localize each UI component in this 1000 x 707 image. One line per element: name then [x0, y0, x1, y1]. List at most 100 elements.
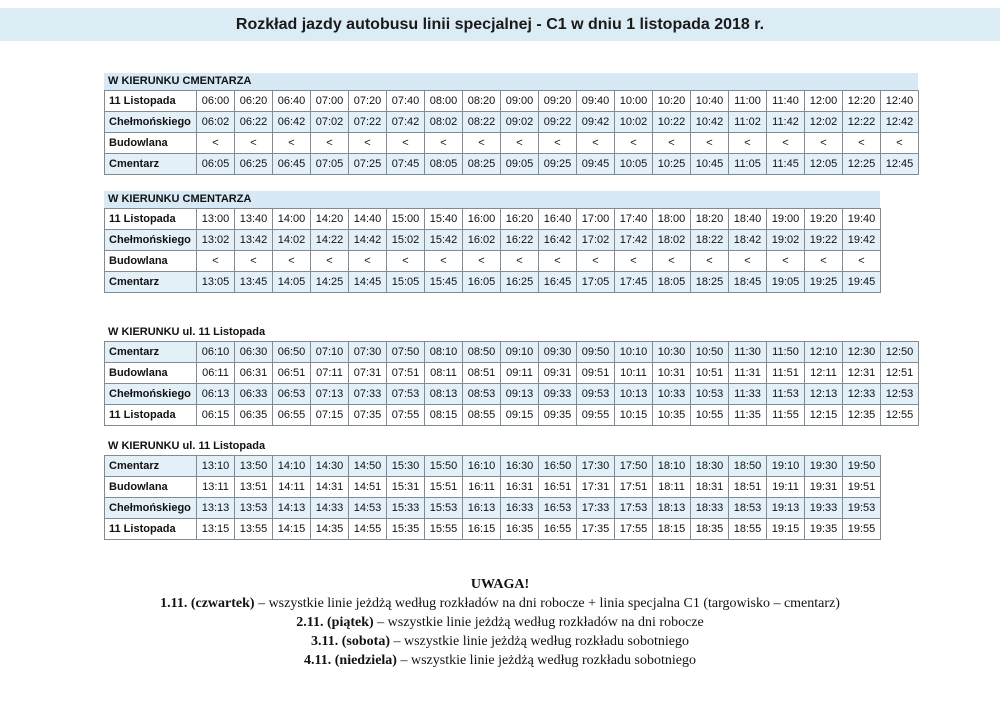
departure-time: 14:30 [310, 455, 349, 477]
departure-time: 07:02 [310, 111, 349, 133]
departure-time: 08:13 [424, 383, 463, 405]
departure-time: 16:50 [538, 455, 577, 477]
departure-time: 10:22 [652, 111, 691, 133]
departure-time: 07:31 [348, 362, 387, 384]
departure-time: 10:51 [690, 362, 729, 384]
table-row: Chełmońskiego 13:13 13:53 14:13 14:33 14:53 15… [104, 497, 881, 519]
departure-time: 08:02 [424, 111, 463, 133]
table-row: Chełmońskiego 06:02 06:22 06:42 07:02 07:22 07… [104, 111, 919, 133]
departure-time: < [614, 132, 653, 154]
departure-time: < [576, 132, 615, 154]
departure-time: 06:35 [234, 404, 273, 426]
departure-time: 19:50 [842, 455, 881, 477]
departure-time: 15:50 [424, 455, 463, 477]
departure-time: 09:30 [538, 341, 577, 363]
departure-time: 08:51 [462, 362, 501, 384]
departure-time: 06:02 [196, 111, 235, 133]
departure-time: 07:11 [310, 362, 349, 384]
departure-time: 19:22 [804, 229, 843, 251]
departure-time: 16:40 [538, 208, 577, 230]
departure-time: 10:25 [652, 153, 691, 175]
departure-time: < [386, 132, 425, 154]
departure-time: < [652, 132, 691, 154]
timetable-1: W KIERUNKU CMENTARZA 11 Listopada 06:00 06:… [104, 73, 919, 175]
departure-time: 10:45 [690, 153, 729, 175]
departure-time: 08:53 [462, 383, 501, 405]
departure-time: < [880, 132, 919, 154]
departure-time: < [196, 132, 235, 154]
departure-time: 07:22 [348, 111, 387, 133]
table-row: Cmentarz 13:10 13:50 14:10 14:30 14:50 15:30 15… [104, 455, 881, 477]
departure-time: 13:51 [234, 476, 273, 498]
departure-time: 17:30 [576, 455, 615, 477]
departure-time: 15:31 [386, 476, 425, 498]
departure-time: 19:31 [804, 476, 843, 498]
stop-name: Budowlana [104, 476, 197, 498]
table-row: 11 Listopada 06:15 06:35 06:55 07:15 07:35 07:… [104, 404, 919, 426]
departure-time: 19:35 [804, 518, 843, 540]
departure-time: < [310, 250, 349, 272]
departure-time: < [424, 250, 463, 272]
departure-time: 19:20 [804, 208, 843, 230]
departure-time: 11:53 [766, 383, 805, 405]
departure-time: 18:22 [690, 229, 729, 251]
departure-time: 09:02 [500, 111, 539, 133]
departure-time: 15:42 [424, 229, 463, 251]
departure-time: 10:02 [614, 111, 653, 133]
departure-time: 16:53 [538, 497, 577, 519]
departure-time: 06:10 [196, 341, 235, 363]
note-text: – wszystkie linie jeżdżą według rozkładó… [254, 596, 840, 611]
stop-name: 11 Listopada [104, 208, 197, 230]
departure-time: 08:00 [424, 90, 463, 112]
departure-time: 12:50 [880, 341, 919, 363]
departure-time: 19:51 [842, 476, 881, 498]
departure-time: 14:05 [272, 271, 311, 293]
departure-time: 12:20 [842, 90, 881, 112]
departure-time: 10:20 [652, 90, 691, 112]
schedule-table: Cmentarz 13:10 13:50 14:10 14:30 14:50 15:30 15… [104, 455, 881, 540]
departure-time: < [766, 250, 805, 272]
departure-time: 10:40 [690, 90, 729, 112]
departure-time: < [500, 250, 539, 272]
departure-time: 08:25 [462, 153, 501, 175]
departure-time: 19:33 [804, 497, 843, 519]
departure-time: 06:31 [234, 362, 273, 384]
departure-time: 12:22 [842, 111, 881, 133]
schedule-table: 11 Listopada 06:00 06:20 06:40 07:00 07:20 07:… [104, 90, 919, 175]
departure-time: 12:40 [880, 90, 919, 112]
departure-time: 18:51 [728, 476, 767, 498]
departure-time: 14:35 [310, 518, 349, 540]
departure-time: 08:20 [462, 90, 501, 112]
departure-time: 09:13 [500, 383, 539, 405]
departure-time: 10:53 [690, 383, 729, 405]
departure-time: < [842, 132, 881, 154]
departure-time: 15:51 [424, 476, 463, 498]
departure-time: 07:42 [386, 111, 425, 133]
table-row: Cmentarz 13:05 13:45 14:05 14:25 14:45 15:05 15… [104, 271, 881, 293]
stop-name: 11 Listopada [104, 404, 197, 426]
departure-time: 07:33 [348, 383, 387, 405]
departure-time: 10:15 [614, 404, 653, 426]
departure-time: 10:35 [652, 404, 691, 426]
departure-time: < [348, 132, 387, 154]
departure-time: 09:25 [538, 153, 577, 175]
departure-time: 19:30 [804, 455, 843, 477]
table-row: Chełmońskiego 06:13 06:33 06:53 07:13 07:33 07… [104, 383, 919, 405]
departure-time: 06:15 [196, 404, 235, 426]
departure-time: 09:15 [500, 404, 539, 426]
departure-time: 10:55 [690, 404, 729, 426]
departure-time: 17:53 [614, 497, 653, 519]
departure-time: 16:33 [500, 497, 539, 519]
departure-time: < [234, 250, 273, 272]
departure-time: 18:20 [690, 208, 729, 230]
stop-name: Cmentarz [104, 455, 197, 477]
departure-time: 12:33 [842, 383, 881, 405]
departure-time: 19:55 [842, 518, 881, 540]
departure-time: 09:33 [538, 383, 577, 405]
departure-time: 15:40 [424, 208, 463, 230]
departure-time: 16:05 [462, 271, 501, 293]
departure-time: 08:50 [462, 341, 501, 363]
departure-time: 06:11 [196, 362, 235, 384]
stop-name: Budowlana [104, 362, 197, 384]
departure-time: 14:53 [348, 497, 387, 519]
